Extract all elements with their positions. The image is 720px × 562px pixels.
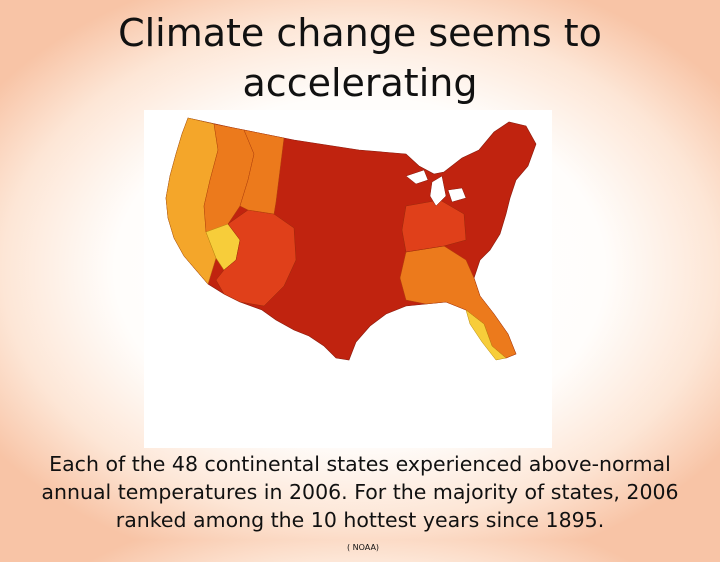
caption-line-3: ranked among the 10 hottest years since …: [20, 506, 700, 562]
caption-line-2: annual temperatures in 2006. For the maj…: [41, 480, 679, 504]
caption-line-1: Each of the 48 continental states experi…: [49, 452, 671, 476]
slide-title: Climate change seems to accelerating: [60, 8, 660, 108]
temperature-anomaly-map: [144, 110, 552, 448]
title-line-2: accelerating: [242, 61, 478, 105]
southwest-region: [215, 209, 297, 307]
title-line-1: Climate change seems to: [118, 11, 602, 55]
ohio-valley-region: [401, 199, 467, 253]
source-note: ( NOAA): [346, 543, 380, 552]
southeast-coast-region: [465, 309, 507, 361]
slide-caption: Each of the 48 continental states experi…: [20, 450, 700, 562]
southeast-region: [399, 245, 517, 359]
great-lakes-water: [405, 169, 467, 207]
rockies-region: [239, 129, 285, 215]
caption-line-3-text: ranked among the 10 hottest years since …: [115, 508, 605, 532]
